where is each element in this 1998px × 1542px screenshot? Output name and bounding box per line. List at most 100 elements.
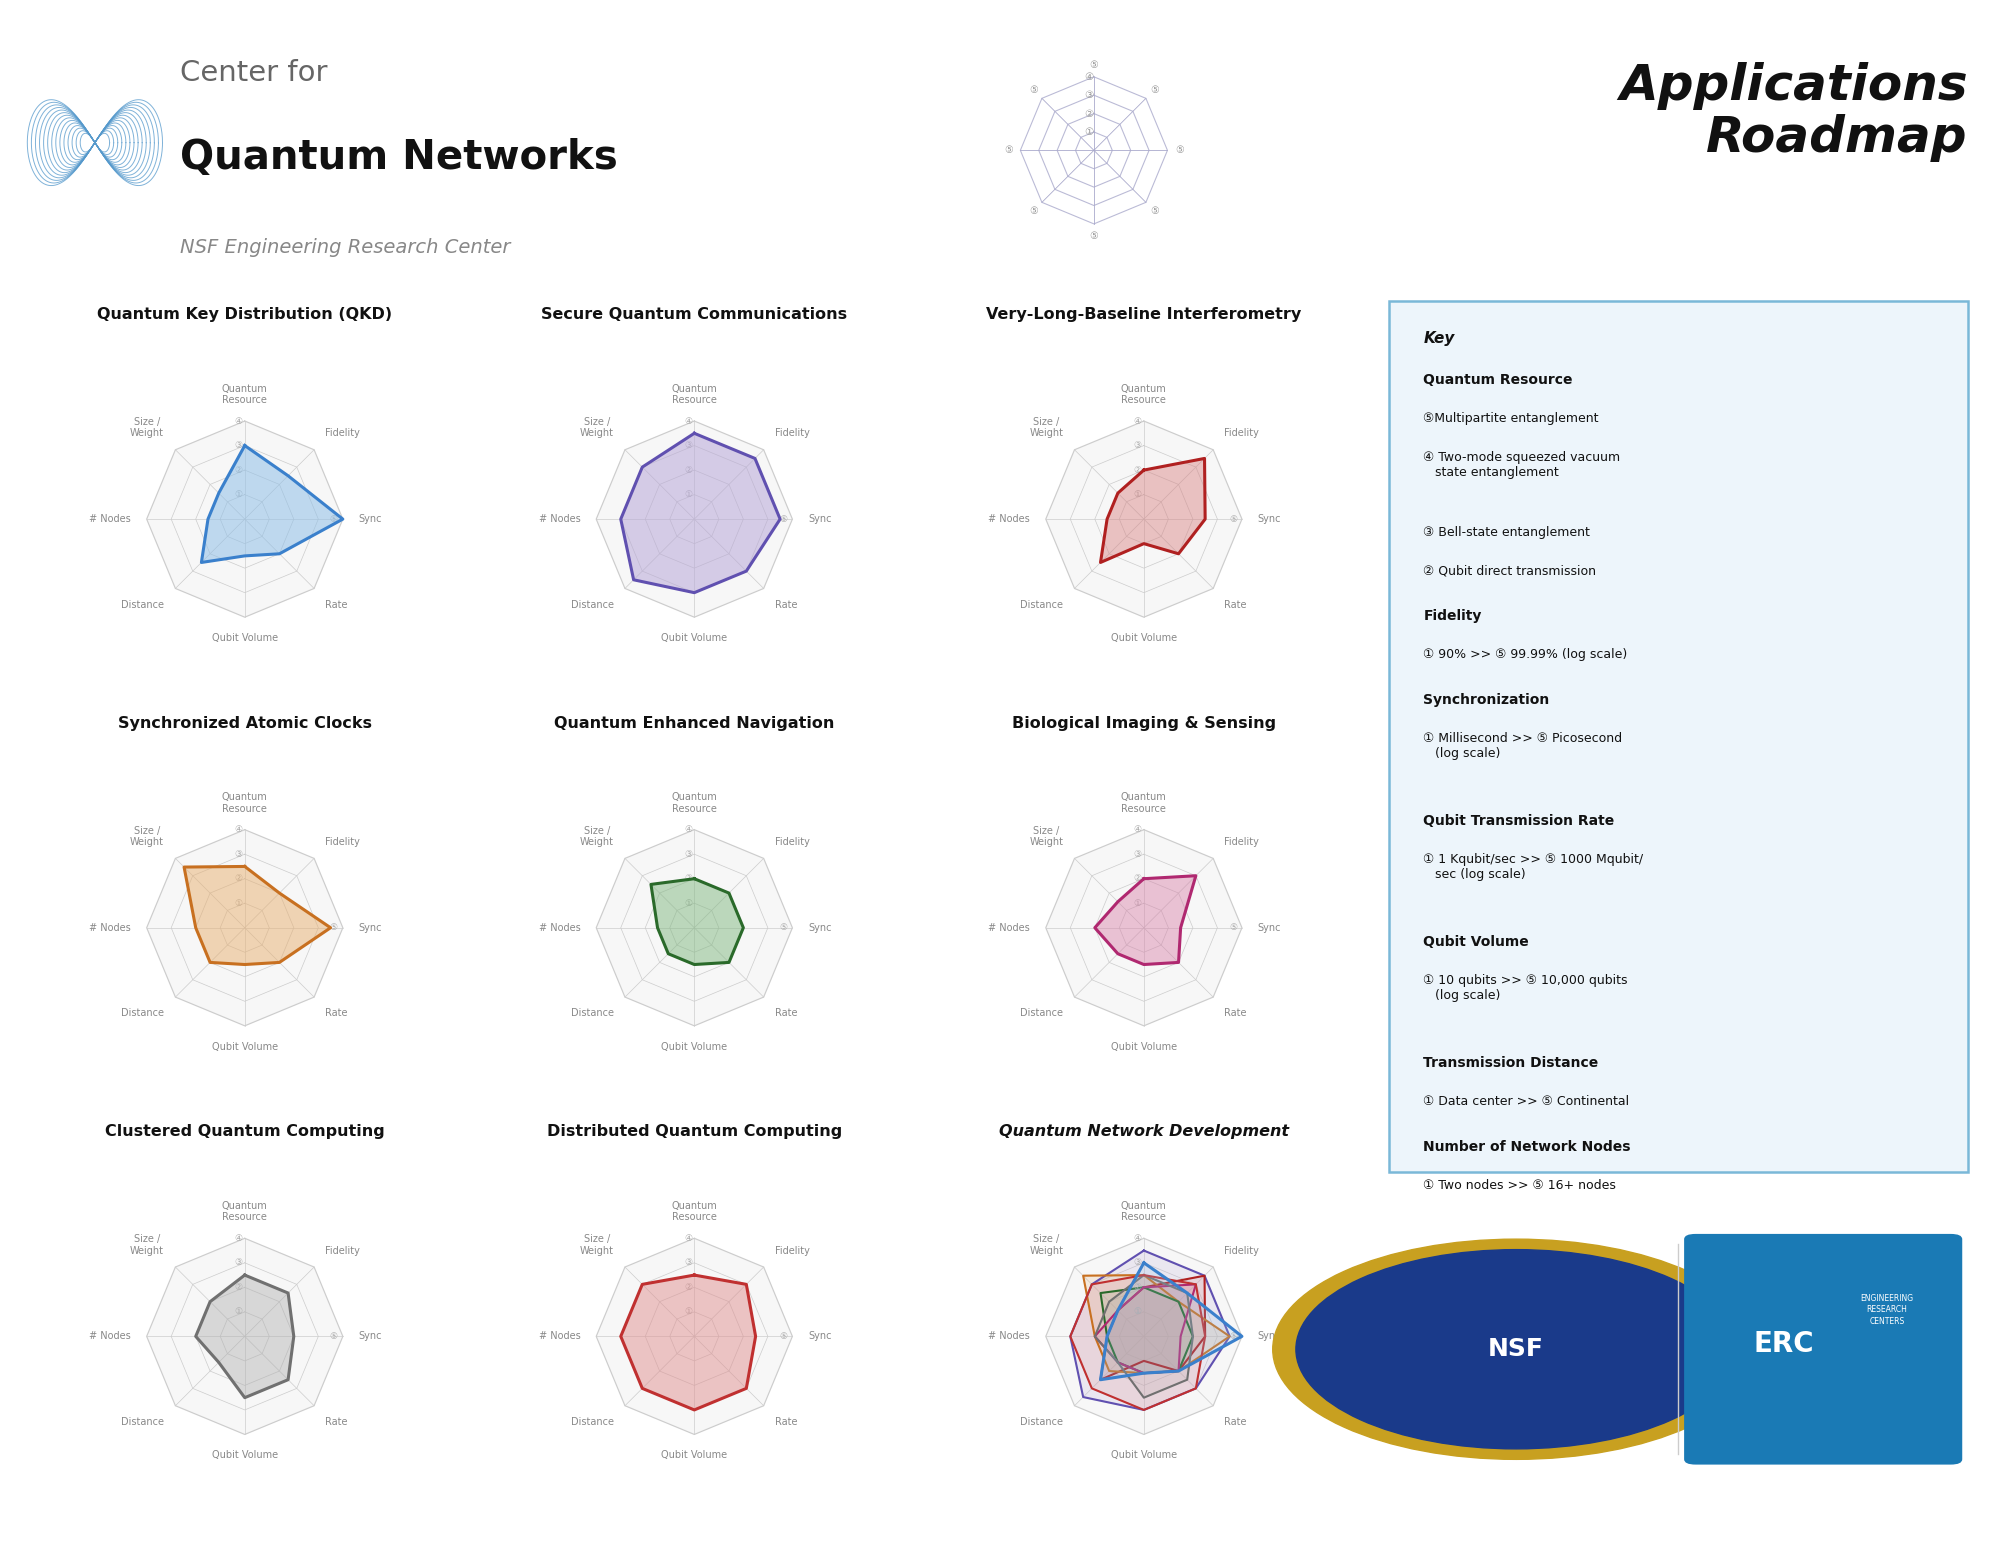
Text: ① Multiple cabinets >> ⑤ Shoebox: ① Multiple cabinets >> ⑤ Shoebox [1423,1263,1644,1275]
Text: # Nodes: # Nodes [539,1331,579,1342]
Text: Sync: Sync [809,513,831,524]
Text: Rate: Rate [775,1008,797,1018]
Text: Quantum Key Distribution (QKD): Quantum Key Distribution (QKD) [98,307,392,322]
Text: Qubit Volume: Qubit Volume [1423,934,1528,948]
Text: # Nodes: # Nodes [539,513,579,524]
Text: ①: ① [1133,1308,1141,1317]
Polygon shape [1071,1275,1205,1409]
Text: Transmission Distance: Transmission Distance [1423,1056,1598,1070]
Polygon shape [202,446,344,563]
Text: Distance: Distance [1021,600,1063,609]
Text: ③: ③ [234,441,242,450]
Text: Sync: Sync [809,1331,831,1342]
Text: Rate: Rate [326,1417,348,1426]
Text: ⑤: ⑤ [330,1332,338,1342]
Text: ①: ① [1083,126,1093,137]
Text: # Nodes: # Nodes [90,922,130,933]
Text: ENGINEERING
RESEARCH
CENTERS: ENGINEERING RESEARCH CENTERS [1860,1294,1914,1326]
Text: ③: ③ [1133,1258,1141,1268]
Polygon shape [1101,458,1205,563]
Polygon shape [1045,421,1243,617]
Text: ⑤: ⑤ [1229,515,1237,524]
Text: Fidelity: Fidelity [1423,609,1483,623]
Circle shape [1273,1240,1760,1459]
Text: Biological Imaging & Sensing: Biological Imaging & Sensing [1011,715,1277,731]
Text: ④: ④ [683,416,691,426]
Text: Rate: Rate [775,600,797,609]
Text: Qubit Volume: Qubit Volume [1111,1042,1177,1052]
Text: Size /
Weight: Size / Weight [579,416,613,438]
Polygon shape [184,867,330,965]
Text: ②: ② [234,874,242,884]
Text: ① 10 qubits >> ⑤ 10,000 qubits
   (log scale): ① 10 qubits >> ⑤ 10,000 qubits (log scal… [1423,975,1628,1002]
Text: ③: ③ [683,441,691,450]
Polygon shape [595,421,793,617]
Text: ①: ① [234,1308,242,1317]
Text: Rate: Rate [326,1008,348,1018]
Polygon shape [595,830,793,1025]
Text: Fidelity: Fidelity [1225,429,1259,438]
Text: Distance: Distance [1021,1417,1063,1426]
Text: ⑤: ⑤ [1151,85,1159,96]
Text: Measurements indicate minimum
metrics required to deliver an
initial successful : Measurements indicate minimum metrics re… [1423,1311,1632,1354]
Text: ①: ① [1133,899,1141,908]
Polygon shape [1095,876,1197,965]
Text: Quantum Network Development: Quantum Network Development [999,1124,1289,1140]
Text: Quantum
Resource: Quantum Resource [222,1201,268,1223]
Text: ①: ① [234,490,242,500]
Text: ① Millisecond >> ⑤ Picosecond
   (log scale): ① Millisecond >> ⑤ Picosecond (log scale… [1423,732,1622,760]
Text: ⑤: ⑤ [1005,145,1013,156]
Text: ①: ① [1133,490,1141,500]
Text: Distance: Distance [571,1417,613,1426]
Text: Quantum
Resource: Quantum Resource [1121,1201,1167,1223]
Text: ⑤: ⑤ [330,924,338,933]
Text: ③: ③ [1133,850,1141,859]
Text: Fidelity: Fidelity [775,837,809,847]
Polygon shape [621,1275,755,1409]
Text: ②: ② [1083,108,1093,119]
Text: Quantum
Resource: Quantum Resource [222,793,268,814]
Text: Rate: Rate [1225,1417,1247,1426]
Text: Quantum
Resource: Quantum Resource [1121,793,1167,814]
Text: Sync: Sync [360,1331,382,1342]
Text: # Nodes: # Nodes [989,1331,1029,1342]
Text: Fidelity: Fidelity [326,1246,360,1255]
Text: # Nodes: # Nodes [90,513,130,524]
Text: ③: ③ [1083,89,1093,100]
Text: Size /
Weight: Size / Weight [1029,1234,1063,1255]
Text: Sync: Sync [809,922,831,933]
Text: Key: Key [1423,332,1455,347]
Text: Qubit Volume: Qubit Volume [661,634,727,643]
Text: Fidelity: Fidelity [326,429,360,438]
Text: ②: ② [234,1283,242,1292]
Text: Fidelity: Fidelity [775,1246,809,1255]
Text: Qubit Volume: Qubit Volume [661,1451,727,1460]
Text: Qubit Volume: Qubit Volume [212,1451,278,1460]
Text: ⑤: ⑤ [1151,205,1159,216]
Text: ①: ① [683,490,691,500]
Polygon shape [1071,1251,1229,1409]
Text: Size /
Weight: Size / Weight [1029,825,1063,847]
Polygon shape [1045,1238,1243,1434]
Text: Distance: Distance [122,1008,164,1018]
Text: Clustered Quantum Computing: Clustered Quantum Computing [104,1124,386,1140]
Text: Qubit Volume: Qubit Volume [1111,634,1177,643]
Text: Size /
Weight: Size / Weight [130,416,164,438]
Text: # Nodes: # Nodes [90,1331,130,1342]
Text: ③: ③ [683,1258,691,1268]
Text: Secure Quantum Communications: Secure Quantum Communications [541,307,847,322]
Text: Qubit Transmission Rate: Qubit Transmission Rate [1423,814,1614,828]
Polygon shape [1095,1284,1197,1374]
Text: # Nodes: # Nodes [989,922,1029,933]
Text: Fidelity: Fidelity [775,429,809,438]
Polygon shape [146,830,344,1025]
Text: ①: ① [683,899,691,908]
Polygon shape [1101,1263,1243,1380]
FancyBboxPatch shape [1389,301,1968,1172]
Text: ① 1 Kqubit/sec >> ⑤ 1000 Mqubit/
   sec (log scale): ① 1 Kqubit/sec >> ⑤ 1000 Mqubit/ sec (lo… [1423,853,1644,880]
Text: ②: ② [683,1283,691,1292]
Text: ③: ③ [683,850,691,859]
Text: ④: ④ [1133,825,1141,834]
Text: ⑤: ⑤ [1229,924,1237,933]
Text: Distance: Distance [1021,1008,1063,1018]
